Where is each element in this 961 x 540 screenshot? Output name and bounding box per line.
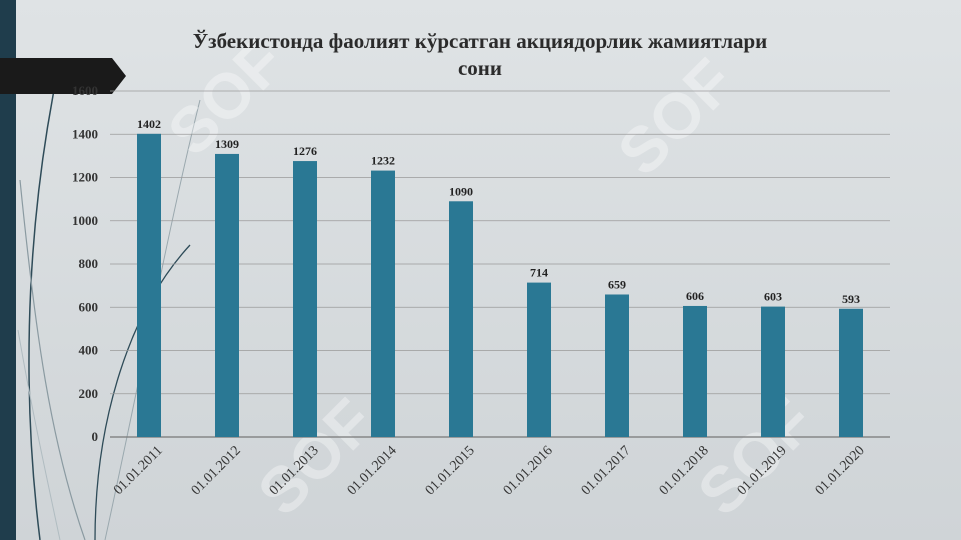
data-label: 1402: [137, 117, 161, 131]
bar: [449, 201, 473, 437]
chart-title-line1: Ўзбекистонда фаолият кўрсатган акциядорл…: [192, 29, 768, 53]
y-tick-label: 0: [92, 429, 99, 444]
y-tick-label: 200: [79, 386, 99, 401]
x-tick-label: 01.01.2011: [111, 443, 166, 498]
bar: [371, 170, 395, 437]
bar: [527, 282, 551, 437]
data-label: 603: [764, 290, 782, 304]
arrow-tab-icon: [0, 58, 126, 94]
x-tick-label: 01.01.2015: [423, 443, 478, 498]
bar: [293, 161, 317, 437]
y-tick-label: 600: [79, 299, 99, 314]
x-tick-label: 01.01.2014: [345, 443, 400, 498]
x-tick-label: 01.01.2012: [189, 443, 244, 498]
chart-title-line2: сони: [457, 56, 503, 80]
x-tick-label: 01.01.2016: [501, 443, 556, 498]
x-tick-label: 01.01.2013: [267, 443, 322, 498]
bar: [761, 306, 785, 437]
data-label: 606: [686, 289, 704, 303]
data-label: 659: [608, 277, 626, 291]
y-tick-label: 1600: [72, 83, 98, 98]
y-tick-label: 800: [79, 256, 99, 271]
x-tick-label: 01.01.2017: [579, 443, 634, 498]
bar: [137, 133, 161, 437]
y-tick-label: 1400: [72, 126, 98, 141]
bar: [605, 294, 629, 437]
data-label: 714: [530, 266, 548, 280]
x-tick-label: 01.01.2020: [813, 443, 868, 498]
bar: [839, 308, 863, 437]
sidebar-accent: [0, 0, 16, 540]
data-label: 1090: [449, 184, 473, 198]
chart-title: Ўзбекистонда фаолият кўрсатган акциядорл…: [120, 28, 840, 82]
data-label: 1309: [215, 137, 239, 151]
data-label: 1276: [293, 144, 317, 158]
y-tick-label: 1200: [72, 170, 98, 185]
bar: [215, 153, 239, 437]
y-tick-label: 400: [79, 343, 99, 358]
x-tick-label: 01.01.2019: [735, 443, 790, 498]
bar: [683, 305, 707, 437]
data-label: 1232: [371, 154, 395, 168]
y-tick-label: 1000: [72, 213, 98, 228]
x-tick-label: 01.01.2018: [657, 443, 712, 498]
data-label: 593: [842, 292, 860, 306]
